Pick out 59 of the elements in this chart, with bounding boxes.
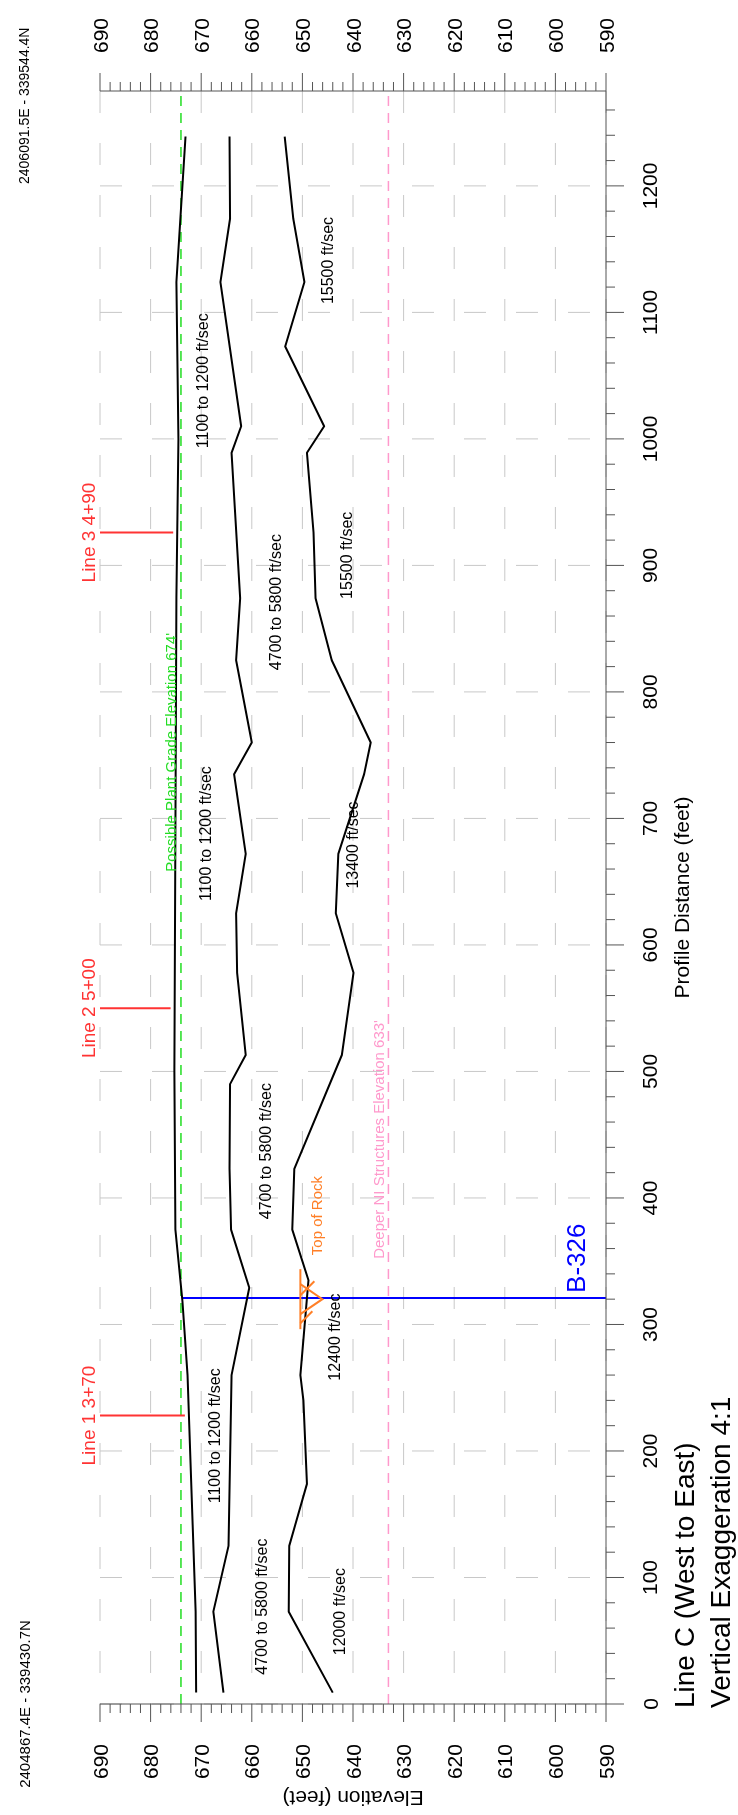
annotation: 1100 to 1200 ft/sec bbox=[205, 1368, 223, 1504]
y-tick-label: 400 bbox=[638, 1180, 662, 1216]
line-series bbox=[283, 135, 372, 1694]
x-tick-label: 650 bbox=[290, 17, 314, 53]
x-tick-label: 610 bbox=[493, 17, 517, 53]
x2-tick-label: 680 bbox=[139, 1744, 163, 1780]
annotation: 4700 to 5800 ft/sec bbox=[253, 1538, 271, 1675]
x-tick-label: 680 bbox=[139, 17, 163, 53]
ref-line-label: B-326 bbox=[561, 1223, 591, 1293]
text: Vertical Exaggeration 4:1 bbox=[704, 1396, 736, 1708]
x2-tick-label: 640 bbox=[341, 1744, 365, 1780]
text: 2406091.5E - 339544.4N bbox=[16, 27, 32, 184]
y-tick-label: 800 bbox=[638, 674, 662, 710]
annotation: 1100 to 1200 ft/sec bbox=[196, 766, 214, 902]
annotation: 1100 to 1200 ft/sec bbox=[193, 313, 211, 449]
y-tick-label: 1000 bbox=[638, 415, 662, 463]
x2-tick-label: 690 bbox=[88, 1744, 112, 1780]
y-tick-label: 1200 bbox=[638, 162, 662, 210]
text: Line C (West to East) bbox=[668, 1442, 700, 1708]
x-tick-label: 600 bbox=[543, 17, 567, 53]
y-tick-label: 0 bbox=[638, 1698, 662, 1710]
y-tick-label: 600 bbox=[638, 927, 662, 963]
ref-line-label: Line 3 4+90 bbox=[78, 482, 100, 583]
annotation: 15500 ft/sec bbox=[337, 511, 355, 599]
ref-line-label: Line 2 5+00 bbox=[78, 958, 100, 1059]
annotation: 12000 ft/sec bbox=[330, 1568, 348, 1656]
y-axis-title: Profile Distance (feet) bbox=[669, 796, 693, 999]
text: 2404867.4E - 339430.7N bbox=[15, 1620, 33, 1788]
x-tick-label: 590 bbox=[594, 17, 618, 53]
x2-tick-label: 630 bbox=[392, 1744, 416, 1780]
x2-tick-label: 610 bbox=[493, 1744, 517, 1780]
x2-tick-label: 650 bbox=[290, 1744, 314, 1780]
annotation: 4700 to 5800 ft/sec bbox=[257, 1083, 275, 1220]
ref-line-label: Deeper NI Structures Elevation 633' bbox=[369, 1019, 387, 1259]
annotation: 4700 to 5800 ft/sec bbox=[267, 534, 285, 671]
x2-tick-label: 600 bbox=[543, 1744, 567, 1780]
y-tick-label: 700 bbox=[638, 800, 662, 836]
x2-tick-label: 590 bbox=[594, 1744, 618, 1780]
x-tick-label: 620 bbox=[442, 17, 466, 53]
y-tick-label: 1100 bbox=[638, 289, 662, 335]
x-tick-label: 670 bbox=[189, 17, 213, 53]
y-tick-label: 300 bbox=[638, 1306, 662, 1342]
y-tick-label: 100 bbox=[638, 1559, 662, 1596]
x2-tick-label: 660 bbox=[240, 1744, 264, 1780]
y-tick-label: 200 bbox=[638, 1433, 662, 1469]
x2-tick-label: 620 bbox=[442, 1744, 466, 1780]
x-axis-title: Elevation (feet) bbox=[282, 1786, 424, 1810]
y-tick-label: 500 bbox=[638, 1053, 662, 1089]
annotation: Top of Rock bbox=[307, 1175, 325, 1256]
x-tick-label: 690 bbox=[88, 17, 112, 53]
x-tick-label: 640 bbox=[341, 17, 365, 53]
ref-line-label: Possible Plant Grade Elevation 674' bbox=[162, 632, 180, 872]
annotation: 15500 ft/sec bbox=[319, 216, 337, 305]
x2-tick-label: 670 bbox=[189, 1744, 213, 1780]
x-tick-label: 660 bbox=[240, 17, 264, 53]
annotation: 12400 ft/sec bbox=[326, 1293, 344, 1381]
ref-line-label: Line 1 3+70 bbox=[78, 1365, 100, 1466]
y-tick-label: 900 bbox=[638, 547, 662, 583]
x-tick-label: 630 bbox=[392, 17, 416, 53]
